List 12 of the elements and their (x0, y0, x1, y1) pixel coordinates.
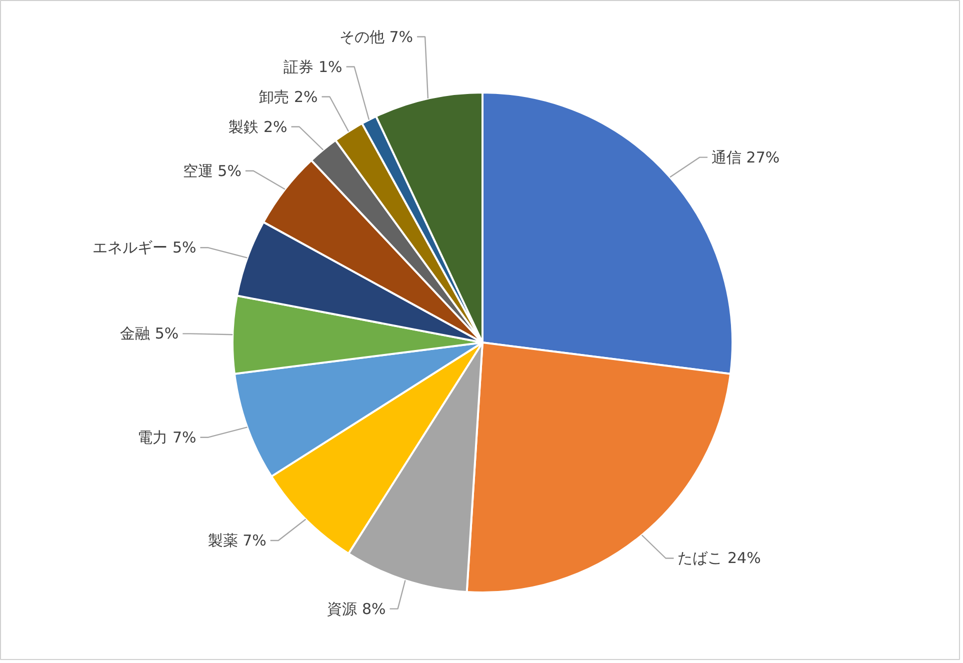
slice-label: 卸売 2% (259, 88, 318, 106)
slice-label: たばこ 24% (678, 549, 761, 568)
slice-label: 資源 8% (327, 600, 386, 618)
slice-label: 通信 27% (712, 148, 780, 166)
slice-label: エネルギー 5% (92, 238, 196, 257)
slice-label: 電力 7% (138, 428, 196, 446)
slice-label: 金融 5% (120, 324, 179, 343)
slice-label: その他 7% (339, 28, 414, 46)
slice-label: 空運 5% (182, 162, 242, 180)
slice-label: 証券 1% (284, 58, 342, 76)
slice-label: 製薬 7% (208, 531, 266, 550)
slice-label: 製鉄 2% (228, 118, 288, 136)
